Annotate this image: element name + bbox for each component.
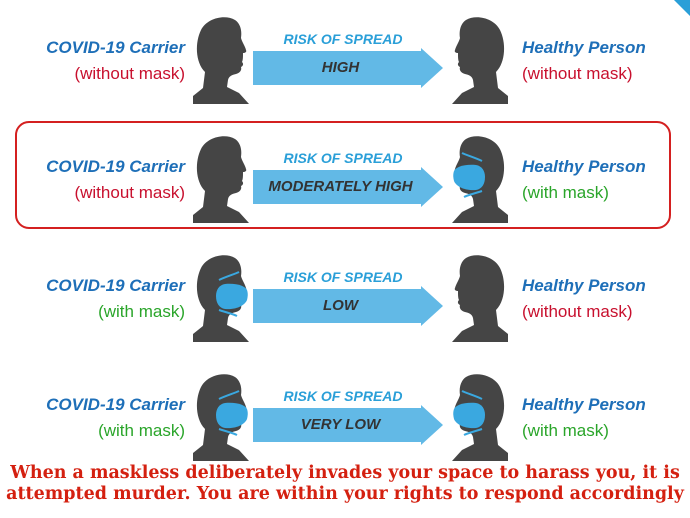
carrier-title: COVID-19 Carrier (46, 395, 185, 414)
right-arrow-icon (253, 167, 443, 212)
healthy-mask-status: (with mask) (522, 183, 609, 202)
risk-title: RISK OF SPREAD (283, 150, 403, 166)
scenario-row: COVID-19 Carrier (without mask) RISK OF … (0, 119, 690, 223)
highlight-box (15, 121, 671, 229)
right-arrow-icon (253, 48, 443, 93)
healthy-head-icon (452, 250, 508, 347)
carrier-title: COVID-19 Carrier (46, 38, 185, 57)
risk-title: RISK OF SPREAD (283, 388, 403, 404)
healthy-label: Healthy Person (without mask) (522, 37, 690, 85)
healthy-title: Healthy Person (522, 157, 646, 176)
risk-level: MODERATELY HIGH (268, 178, 413, 195)
carrier-mask-status: (with mask) (98, 421, 185, 440)
carrier-mask-status: (without mask) (74, 64, 185, 83)
healthy-head-icon (452, 131, 508, 228)
carrier-title: COVID-19 Carrier (46, 157, 185, 176)
carrier-head-icon (193, 250, 249, 347)
caption: When a maskless deliberately invades you… (0, 463, 690, 505)
risk-title: RISK OF SPREAD (283, 31, 403, 47)
healthy-head-icon (452, 12, 508, 109)
scenario-row: COVID-19 Carrier (with mask) RISK OF SPR… (0, 357, 690, 461)
face-mask-icon (453, 390, 485, 436)
face-mask-icon (216, 390, 248, 436)
scenario-row: COVID-19 Carrier (with mask) RISK OF SPR… (0, 238, 690, 342)
risk-level: HIGH (321, 59, 360, 76)
healthy-mask-status: (with mask) (522, 421, 609, 440)
healthy-label: Healthy Person (with mask) (522, 156, 690, 204)
healthy-label: Healthy Person (with mask) (522, 394, 690, 442)
carrier-mask-status: (without mask) (74, 183, 185, 202)
carrier-mask-status: (with mask) (98, 302, 185, 321)
healthy-mask-status: (without mask) (522, 302, 633, 321)
right-arrow-icon (253, 286, 443, 331)
scenario-row: COVID-19 Carrier (without mask) RISK OF … (0, 0, 690, 105)
carrier-head-icon (193, 131, 249, 228)
right-arrow-icon (253, 405, 443, 450)
carrier-label: COVID-19 Carrier (with mask) (5, 394, 185, 442)
carrier-label: COVID-19 Carrier (without mask) (5, 37, 185, 85)
risk-title: RISK OF SPREAD (283, 269, 403, 285)
healthy-mask-status: (without mask) (522, 64, 633, 83)
face-mask-icon (453, 152, 485, 198)
healthy-title: Healthy Person (522, 38, 646, 57)
carrier-label: COVID-19 Carrier (with mask) (5, 275, 185, 323)
caption-line-2: attempted murder. You are within your ri… (6, 484, 684, 504)
risk-level: LOW (323, 297, 358, 314)
carrier-label: COVID-19 Carrier (without mask) (5, 156, 185, 204)
face-mask-icon (216, 271, 248, 317)
carrier-head-icon (193, 369, 249, 466)
healthy-head-icon (452, 369, 508, 466)
carrier-title: COVID-19 Carrier (46, 276, 185, 295)
caption-line-1: When a maskless deliberately invades you… (10, 463, 680, 483)
healthy-title: Healthy Person (522, 276, 646, 295)
healthy-title: Healthy Person (522, 395, 646, 414)
carrier-head-icon (193, 12, 249, 109)
corner-ribbon (674, 0, 690, 16)
healthy-label: Healthy Person (without mask) (522, 275, 690, 323)
risk-level: VERY LOW (300, 416, 381, 433)
